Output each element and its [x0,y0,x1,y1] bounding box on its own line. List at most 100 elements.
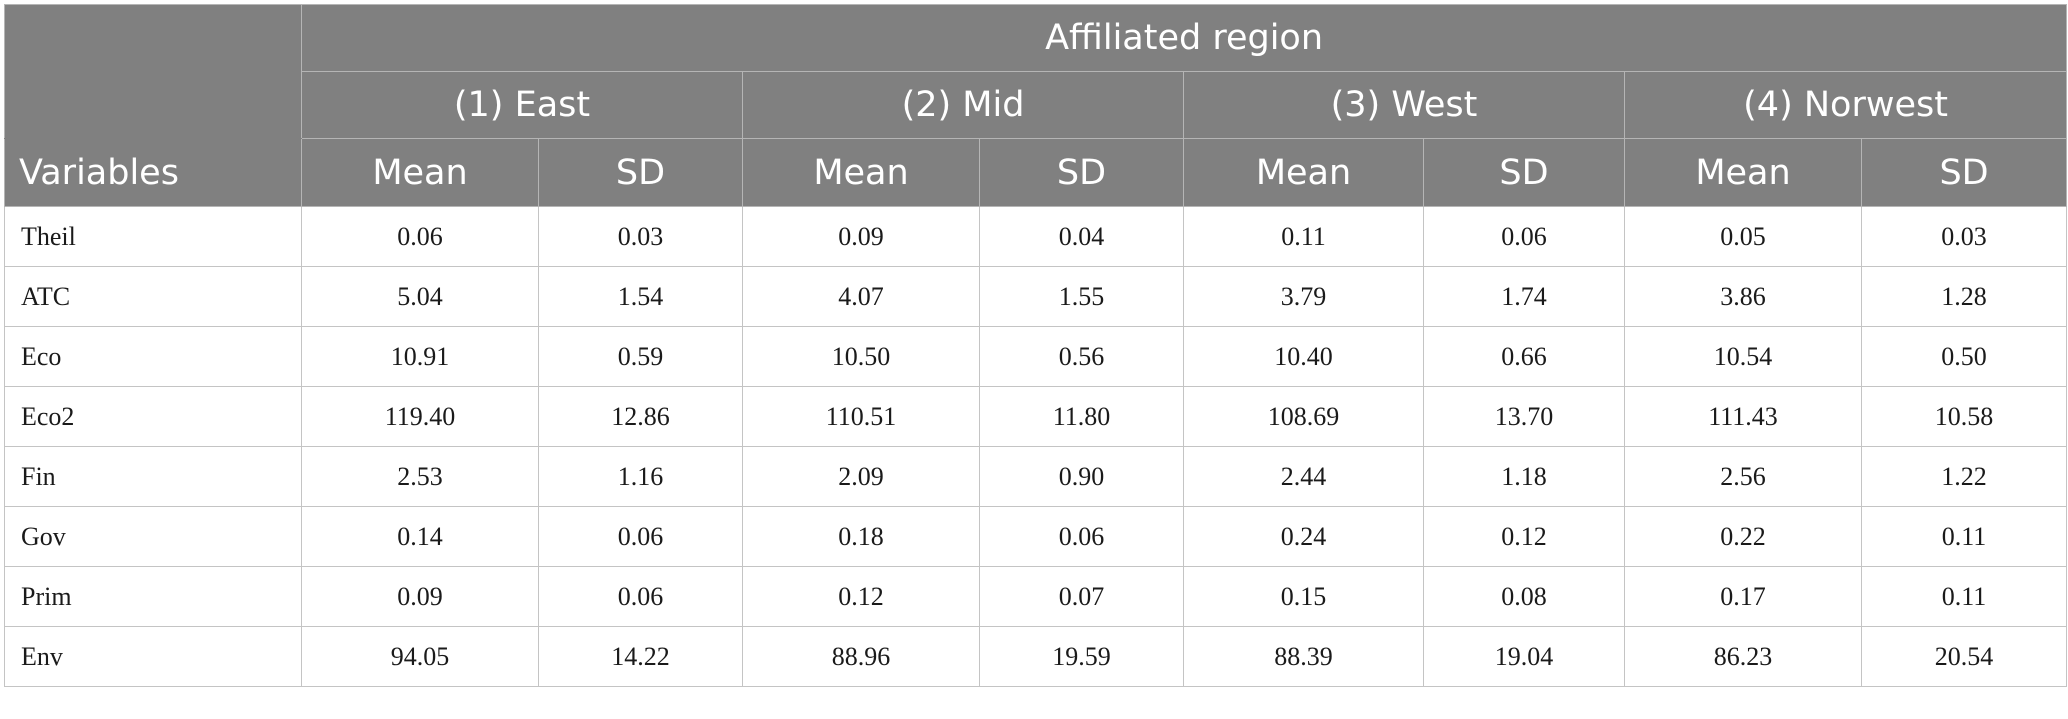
east-mean: 0.06 [301,206,539,267]
variable-name: Theil [4,206,302,267]
west-mean: 0.24 [1183,506,1424,567]
norwest-sd: 0.50 [1860,326,2068,387]
east-sd: 14.22 [538,626,743,687]
header-row-group: Affiliated region [4,4,2068,139]
west-mean: 10.40 [1183,326,1424,387]
mid-mean: 110.51 [742,386,980,447]
west-sd: 0.12 [1423,506,1625,567]
east-mean: 94.05 [301,626,539,687]
region-header-mid: (2) Mid [742,71,1184,139]
sd-header-west: SD [1423,138,1625,207]
east-mean: 0.09 [301,566,539,627]
west-mean: 0.15 [1183,566,1424,627]
sd-header-mid: SD [979,138,1184,207]
west-sd: 0.08 [1423,566,1625,627]
west-sd: 13.70 [1423,386,1625,447]
header-row-columns: Variables Mean SD Mean SD Mean SD Mean S… [4,138,2068,207]
east-mean: 0.14 [301,506,539,567]
descriptive-statistics-table: Affiliated region (1) East (2) Mid (3) W… [4,4,2068,687]
header-blank-cell [4,4,302,139]
table-row: Theil 0.06 0.03 0.09 0.04 0.11 0.06 0.05… [4,206,2068,267]
region-header-west: (3) West [1183,71,1625,139]
variable-name: Eco [4,326,302,387]
norwest-mean: 0.22 [1624,506,1862,567]
table-header: Affiliated region (1) East (2) Mid (3) W… [4,4,2068,207]
east-mean: 5.04 [301,266,539,327]
norwest-sd: 20.54 [1860,626,2068,687]
mean-header-west: Mean [1183,138,1424,207]
norwest-mean: 3.86 [1624,266,1862,327]
norwest-mean: 0.05 [1624,206,1862,267]
east-mean: 119.40 [301,386,539,447]
east-sd: 12.86 [538,386,743,447]
east-sd: 1.54 [538,266,743,327]
west-mean: 88.39 [1183,626,1424,687]
mean-header-norwest: Mean [1624,138,1862,207]
affiliated-region-header: Affiliated region [300,4,2068,72]
mid-sd: 0.04 [979,206,1184,267]
variables-header: Variables [4,138,302,207]
west-mean: 2.44 [1183,446,1424,507]
table-body: Theil 0.06 0.03 0.09 0.04 0.11 0.06 0.05… [4,206,2068,687]
table-row: Env 94.05 14.22 88.96 19.59 88.39 19.04 … [4,626,2068,687]
mid-sd: 0.90 [979,446,1184,507]
west-mean: 108.69 [1183,386,1424,447]
mid-sd: 0.07 [979,566,1184,627]
mid-mean: 10.50 [742,326,980,387]
variable-name: ATC [4,266,302,327]
mid-sd: 11.80 [979,386,1184,447]
variable-name: Eco2 [4,386,302,447]
norwest-sd: 0.11 [1860,566,2068,627]
region-header-east: (1) East [301,71,743,139]
east-sd: 0.06 [538,566,743,627]
mid-mean: 2.09 [742,446,980,507]
table-row: Prim 0.09 0.06 0.12 0.07 0.15 0.08 0.17 … [4,566,2068,627]
mean-header-east: Mean [301,138,539,207]
norwest-mean: 2.56 [1624,446,1862,507]
mid-mean: 0.18 [742,506,980,567]
west-sd: 1.74 [1423,266,1625,327]
table-row: ATC 5.04 1.54 4.07 1.55 3.79 1.74 3.86 1… [4,266,2068,327]
mid-mean: 0.09 [742,206,980,267]
variable-name: Fin [4,446,302,507]
norwest-mean: 10.54 [1624,326,1862,387]
west-sd: 0.06 [1423,206,1625,267]
sd-header-norwest: SD [1860,138,2068,207]
west-sd: 0.66 [1423,326,1625,387]
norwest-sd: 1.28 [1860,266,2068,327]
west-sd: 19.04 [1423,626,1625,687]
table-row: Gov 0.14 0.06 0.18 0.06 0.24 0.12 0.22 0… [4,506,2068,567]
mid-mean: 88.96 [742,626,980,687]
mid-mean: 0.12 [742,566,980,627]
west-mean: 0.11 [1183,206,1424,267]
table-row: Eco 10.91 0.59 10.50 0.56 10.40 0.66 10.… [4,326,2068,387]
variable-name: Env [4,626,302,687]
variable-name: Prim [4,566,302,627]
region-header-norwest: (4) Norwest [1623,71,2068,139]
mean-header-mid: Mean [742,138,980,207]
descriptive-statistics-table-container: Affiliated region (1) East (2) Mid (3) W… [4,4,2068,687]
norwest-sd: 0.03 [1860,206,2068,267]
norwest-sd: 10.58 [1860,386,2068,447]
norwest-mean: 0.17 [1624,566,1862,627]
norwest-sd: 1.22 [1860,446,2068,507]
east-sd: 0.59 [538,326,743,387]
table-row: Eco2 119.40 12.86 110.51 11.80 108.69 13… [4,386,2068,447]
mid-sd: 19.59 [979,626,1184,687]
sd-header-east: SD [538,138,743,207]
mid-sd: 1.55 [979,266,1184,327]
norwest-sd: 0.11 [1860,506,2068,567]
norwest-mean: 111.43 [1624,386,1862,447]
east-sd: 0.03 [538,206,743,267]
east-mean: 10.91 [301,326,539,387]
east-mean: 2.53 [301,446,539,507]
mid-sd: 0.56 [979,326,1184,387]
variable-name: Gov [4,506,302,567]
east-sd: 1.16 [538,446,743,507]
header-row-regions: (1) East (2) Mid (3) West (4) Norwest [5,71,2068,139]
mid-mean: 4.07 [742,266,980,327]
east-sd: 0.06 [538,506,743,567]
norwest-mean: 86.23 [1624,626,1862,687]
west-mean: 3.79 [1183,266,1424,327]
mid-sd: 0.06 [979,506,1184,567]
